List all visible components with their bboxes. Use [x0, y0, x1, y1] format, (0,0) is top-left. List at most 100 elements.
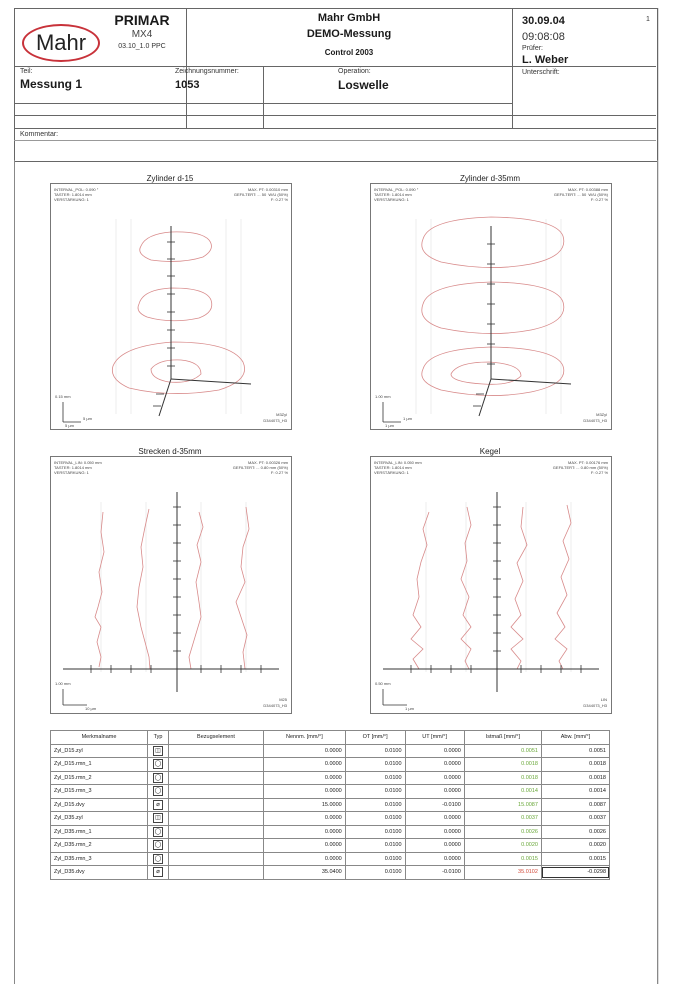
panel-meta-right: MAX. PT: 0.00176 mm GEFILTERT: ... 0.80 …	[552, 460, 608, 475]
teil-label: Teil:	[20, 68, 33, 75]
cell-abw: 0.0037	[540, 811, 611, 826]
panel-meta-right: MAX. PT: 0.00388 mm GEFILTERT: ... 50 W/…	[553, 187, 608, 202]
cell-merkmal: Zyl_D15.dvy	[50, 797, 148, 812]
cell-abw: 0.0014	[540, 784, 611, 799]
cell-ut: 0.0000	[404, 757, 465, 772]
unterschrift-label: Unterschrift:	[522, 69, 560, 76]
cell-typ: ⌀	[147, 797, 169, 812]
cell-merkmal: Zyl_D35.rmn_1	[50, 824, 148, 839]
cell-ut: 0.0000	[404, 851, 465, 866]
cell-nennmass: 0.0000	[263, 770, 346, 785]
cell-abw: 0.0018	[540, 770, 611, 785]
col-bezug: Bezugselement	[168, 730, 264, 745]
panel-code-2: D344073_H3	[583, 418, 607, 423]
cell-typ: ◫	[147, 743, 169, 758]
scale-label-3: 1 µm	[385, 423, 394, 428]
cell-merkmal: Zyl_D15.rmn_2	[50, 770, 148, 785]
type-icon: ◯	[153, 840, 163, 851]
product-name: PRIMAR	[114, 12, 170, 28]
scale-label-2: 10 µm	[85, 706, 97, 711]
cell-merkmal: Zyl_D15.zyl	[50, 743, 148, 758]
cell-ut: 0.0000	[404, 838, 465, 853]
panel-meta-left: INTERVAL_LIN: 0.050 mm TASTER: 1.8014 mm…	[54, 460, 102, 475]
panel-code-1: M25	[279, 697, 287, 702]
operation-label: Operation:	[338, 68, 371, 75]
type-icon: ◫	[153, 813, 163, 824]
panel-code-2: D344073_H3	[263, 703, 287, 708]
teil-value: Messung 1	[20, 77, 83, 91]
panel-title-strecken-35: Strecken d-35mm	[138, 447, 202, 456]
cell-typ: ◯	[147, 851, 169, 866]
cell-abw: 0.0020	[540, 838, 611, 853]
cell-istmass: 0.0037	[463, 811, 542, 826]
panel-zylinder-35: INTERVAL_POL: 0.090 ° TASTER: 1.8014 mm …	[370, 183, 612, 430]
table-row: Zyl_D35.rmn_1 ◯ 0.0000 0.0100 0.0000 0.0026 0.…	[50, 824, 611, 839]
col-nennmass: Nennm. [mm/°]	[263, 730, 346, 745]
type-icon: ⌀	[153, 867, 163, 878]
cell-nennmass: 35.0400	[263, 865, 346, 880]
col-typ: Typ	[147, 730, 169, 745]
mahr-logo: Mahr	[22, 24, 100, 62]
scale-label-1: 1.00 mm	[375, 394, 391, 399]
cell-abw: 0.0051	[540, 743, 611, 758]
panel-code-2: D344073_H3	[583, 703, 607, 708]
col-ot: OT [mm/°]	[344, 730, 406, 745]
panel-meta-left: INTERVAL_LIN: 0.050 mm TASTER: 1.8014 mm…	[374, 460, 422, 475]
col-istmass: Istmaß [mm/°]	[463, 730, 542, 745]
cell-bezug	[168, 838, 264, 853]
type-icon: ◯	[153, 759, 163, 770]
cell-abw: 0.0026	[540, 824, 611, 839]
cell-istmass: 0.0051	[463, 743, 542, 758]
panel-strecken-35: INTERVAL_LIN: 0.050 mm TASTER: 1.8014 mm…	[50, 456, 292, 714]
cell-nennmass: 0.0000	[263, 743, 346, 758]
report-time: 09:08:08	[522, 31, 565, 43]
cell-istmass: 15.0087	[463, 797, 542, 812]
panel-code-2: D344073_H3	[263, 418, 287, 423]
cell-merkmal: Zyl_D35.zyl	[50, 811, 148, 826]
cell-bezug	[168, 784, 264, 799]
operation-value: Loswelle	[338, 78, 389, 92]
type-icon: ◯	[153, 772, 163, 783]
table-row: Zyl_D15.rmn_1 ◯ 0.0000 0.0100 0.0000 0.0018 0.…	[50, 757, 611, 772]
cell-ut: -0.0100	[404, 797, 465, 812]
panel-meta-left: INTERVAL_POL: 0.090 ° TASTER: 1.8014 mm …	[374, 187, 419, 202]
cell-typ: ◯	[147, 770, 169, 785]
cell-istmass: 0.0020	[463, 838, 542, 853]
cell-ot: 0.0100	[344, 743, 406, 758]
table-row: Zyl_D35.dvy ⌀ 35.0400 0.0100 -0.0100 35.0102-…	[50, 865, 611, 880]
scale-label-3: 5 µm	[65, 423, 74, 428]
col-merkmal: Merkmalname	[50, 730, 148, 745]
table-row: Zyl_D15.rmn_2 ◯ 0.0000 0.0100 0.0000 0.0018 0.…	[50, 770, 611, 785]
panel-code-1: LIN	[600, 697, 607, 702]
pruefer-name: L. Weber	[522, 54, 569, 66]
demo-title: DEMO-Messung	[306, 28, 392, 40]
cell-nennmass: 0.0000	[263, 784, 346, 799]
cylinder-plot-2	[382, 216, 572, 423]
col-ut: UT [mm/°]	[404, 730, 465, 745]
cell-merkmal: Zyl_D15.rmn_1	[50, 757, 148, 772]
col-abw: Abw. [mm/°]	[540, 730, 611, 745]
cell-ot: 0.0100	[344, 824, 406, 839]
table-row: Zyl_D35.rmn_3 ◯ 0.0000 0.0100 0.0000 0.0015 0.…	[50, 851, 611, 866]
cell-ot: 0.0100	[344, 797, 406, 812]
type-icon: ◯	[153, 826, 163, 837]
cell-typ: ◯	[147, 824, 169, 839]
cell-bezug	[168, 757, 264, 772]
cell-merkmal: Zyl_D35.dvy	[50, 865, 148, 880]
cell-merkmal: Zyl_D35.rmn_3	[50, 851, 148, 866]
page-number: 1	[646, 16, 650, 23]
cell-abw: 0.0018	[540, 757, 611, 772]
logo-text: Mahr	[35, 30, 87, 55]
report-date: 30.09.04	[522, 15, 565, 27]
cell-bezug	[168, 824, 264, 839]
cell-abw: 0.0015	[540, 851, 611, 866]
cell-ot: 0.0100	[344, 770, 406, 785]
cell-ut: 0.0000	[404, 770, 465, 785]
type-icon: ◫	[153, 745, 163, 756]
product-model: MX4	[131, 29, 153, 40]
panel-meta-left: INTERVAL_POL: 0.090 ° TASTER: 1.8014 mm …	[54, 187, 99, 202]
cell-ut: -0.0100	[404, 865, 465, 880]
scale-label-2: 1 µm	[403, 416, 412, 421]
product-version: 03.10_1.0 PPC	[118, 43, 166, 50]
panel-kegel: INTERVAL_LIN: 0.050 mm TASTER: 1.8014 mm…	[370, 456, 612, 714]
